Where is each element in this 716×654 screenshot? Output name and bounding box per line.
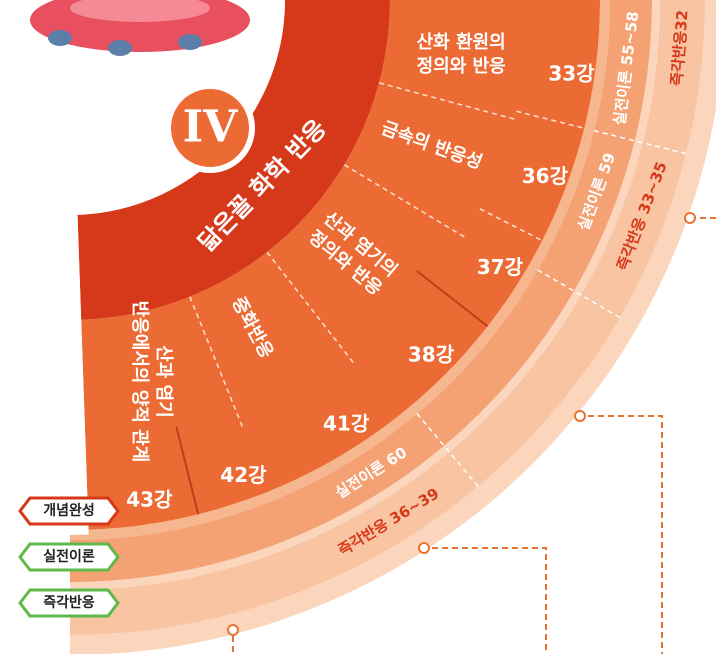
lecture-label: 38강 xyxy=(408,342,455,366)
lecture-label: 42강 xyxy=(220,463,267,487)
curriculum-fan: IV닮은꼴 화학 반응산화 환원의정의와 반응금속의 반응성산과 염기의정의와 … xyxy=(0,0,716,654)
lecture-label: 37강 xyxy=(477,255,524,279)
section-label: 산과 염기 xyxy=(153,345,174,418)
lecture-label: 41강 xyxy=(323,412,370,436)
legend-label: 즉각반응 xyxy=(43,594,95,611)
legend-label: 개념완성 xyxy=(43,503,95,519)
lecture-label: 33강 xyxy=(548,61,595,85)
lecture-label: 43강 xyxy=(126,487,173,511)
unit-number: IV xyxy=(183,102,239,153)
section-label: 반응에서의 양적 관계 xyxy=(129,301,150,463)
section-label: 산화 환원의 xyxy=(417,31,506,53)
ufo-illustration xyxy=(30,0,250,56)
lecture-label: 36강 xyxy=(522,164,569,188)
section-label: 정의와 반응 xyxy=(417,56,506,77)
legend-label: 실전이론 xyxy=(43,548,95,565)
